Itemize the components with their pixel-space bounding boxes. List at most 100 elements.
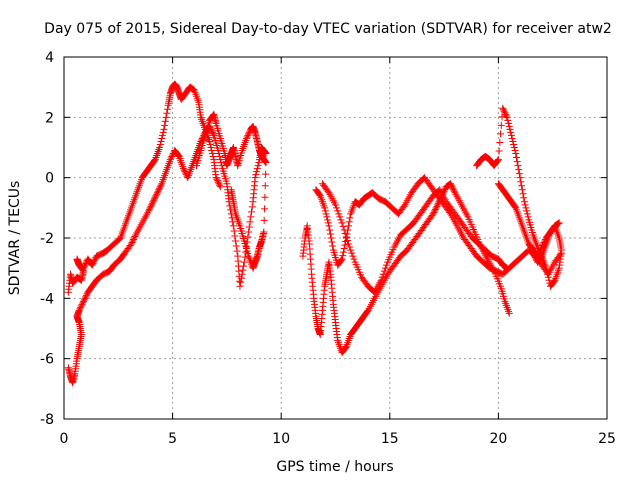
data-point-marker bbox=[246, 218, 254, 226]
data-point-marker bbox=[215, 180, 223, 188]
data-point-marker bbox=[180, 166, 188, 174]
data-point-marker bbox=[90, 258, 98, 266]
data-point-marker bbox=[536, 246, 544, 254]
data-point-marker bbox=[213, 175, 221, 183]
data-point-marker bbox=[506, 125, 514, 133]
data-point-marker bbox=[324, 219, 332, 227]
data-point-marker bbox=[261, 193, 269, 201]
data-point-marker bbox=[207, 144, 215, 151]
data-point-marker bbox=[229, 222, 237, 230]
data-point-marker bbox=[505, 309, 513, 317]
data-point-marker bbox=[342, 233, 350, 241]
data-point-marker bbox=[82, 291, 90, 299]
data-point-marker bbox=[511, 147, 519, 155]
data-point-marker bbox=[255, 159, 263, 167]
data-point-marker bbox=[214, 178, 222, 186]
data-point-marker bbox=[80, 296, 88, 304]
data-point-marker bbox=[511, 203, 519, 211]
data-point-marker bbox=[156, 140, 164, 148]
data-point-marker bbox=[153, 190, 161, 198]
data-point-marker bbox=[523, 207, 531, 215]
data-point-marker bbox=[544, 270, 552, 278]
data-point-marker bbox=[261, 182, 269, 190]
data-point-marker bbox=[244, 131, 252, 139]
data-point-marker bbox=[216, 153, 224, 161]
data-point-marker bbox=[77, 302, 85, 310]
data-point-marker bbox=[339, 222, 347, 230]
data-point-marker bbox=[334, 207, 342, 215]
data-point-marker bbox=[335, 210, 343, 218]
data-point-marker bbox=[368, 189, 376, 197]
data-point-marker bbox=[82, 293, 90, 301]
data-point-marker bbox=[151, 157, 158, 165]
x-tick-label: 25 bbox=[598, 431, 616, 447]
data-point-marker bbox=[341, 241, 349, 249]
data-point-marker bbox=[550, 277, 558, 285]
data-point-marker bbox=[346, 214, 354, 222]
data-point-marker bbox=[523, 210, 531, 218]
data-point-marker bbox=[214, 147, 222, 155]
data-point-marker bbox=[434, 201, 442, 209]
data-point-marker bbox=[251, 174, 259, 182]
series-trace-c bbox=[192, 110, 270, 272]
data-point-marker bbox=[152, 192, 160, 200]
data-point-marker bbox=[261, 205, 269, 213]
data-point-marker bbox=[77, 303, 85, 311]
y-tick-label: 0 bbox=[45, 171, 54, 187]
data-point-marker bbox=[333, 204, 341, 212]
data-point-marker bbox=[339, 252, 347, 260]
data-point-marker bbox=[508, 134, 516, 142]
series-trace-a bbox=[64, 80, 224, 296]
data-point-marker bbox=[79, 299, 87, 307]
data-point-marker bbox=[157, 181, 165, 189]
data-point-marker bbox=[157, 137, 165, 145]
data-point-marker bbox=[247, 213, 255, 221]
data-point-marker bbox=[260, 216, 268, 224]
data-point-marker bbox=[158, 131, 166, 139]
data-point-marker bbox=[538, 243, 546, 251]
data-point-marker bbox=[155, 186, 163, 194]
data-point-marker bbox=[539, 242, 547, 250]
data-point-marker bbox=[208, 147, 216, 155]
data-point-marker bbox=[348, 249, 356, 257]
data-point-marker bbox=[341, 229, 349, 237]
data-point-marker bbox=[149, 198, 157, 206]
data-point-marker bbox=[520, 198, 528, 206]
data-point-marker bbox=[150, 196, 158, 204]
data-point-marker bbox=[324, 216, 332, 224]
data-point-marker bbox=[339, 248, 347, 256]
data-point-marker bbox=[380, 267, 388, 275]
data-point-marker bbox=[343, 230, 351, 238]
data-point-marker bbox=[534, 251, 542, 259]
data-layer bbox=[64, 80, 565, 387]
y-tick-label: 4 bbox=[45, 50, 54, 66]
data-point-marker bbox=[163, 109, 171, 117]
data-point-marker bbox=[340, 226, 348, 234]
data-point-marker bbox=[345, 218, 353, 226]
data-point-marker bbox=[240, 262, 248, 270]
data-point-marker bbox=[494, 157, 502, 165]
x-tick-label: 15 bbox=[381, 431, 399, 447]
data-point-marker bbox=[535, 249, 543, 257]
data-point-marker bbox=[236, 282, 244, 290]
tick-layer: -8 -6 -4 -2 0 2 4 0 5 10 15 20 25 bbox=[40, 50, 616, 447]
x-tick-label: 10 bbox=[272, 431, 290, 447]
data-point-marker bbox=[430, 208, 438, 216]
data-point-marker bbox=[237, 278, 245, 286]
data-point-marker bbox=[91, 255, 99, 263]
data-point-marker bbox=[159, 128, 167, 136]
data-point-marker bbox=[239, 266, 247, 274]
data-point-marker bbox=[208, 150, 216, 158]
data-point-marker bbox=[336, 213, 344, 221]
y-tick-label: -6 bbox=[40, 352, 54, 368]
data-point-marker bbox=[536, 248, 544, 256]
data-point-marker bbox=[512, 150, 520, 158]
data-point-marker bbox=[126, 242, 134, 250]
y-tick-label: -4 bbox=[40, 291, 54, 307]
data-point-marker bbox=[148, 199, 156, 207]
data-point-marker bbox=[431, 205, 439, 213]
data-point-marker bbox=[127, 240, 135, 248]
data-point-marker bbox=[495, 147, 503, 155]
data-point-marker bbox=[174, 152, 182, 160]
